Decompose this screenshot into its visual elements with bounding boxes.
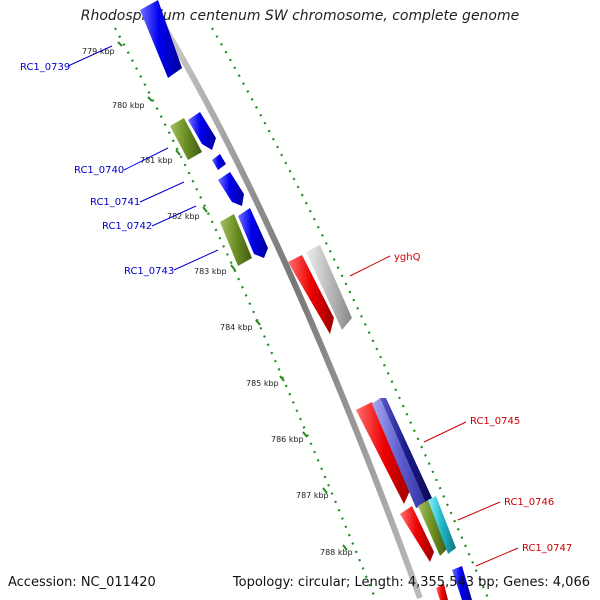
- gene-rc1-0739[interactable]: [140, 0, 182, 78]
- gene-rc1-0746-teal[interactable]: [428, 496, 456, 554]
- chromosome-backbone: [162, 26, 423, 600]
- ruler-label: 785 kbp: [246, 379, 279, 388]
- gene-rc1-0745[interactable]: [356, 402, 412, 504]
- ruler-label: 781 kbp: [140, 156, 173, 165]
- gene-rc1-0741[interactable]: [212, 154, 226, 170]
- ruler-label: 780 kbp: [112, 101, 145, 110]
- gene-rc1-0740[interactable]: [170, 118, 202, 160]
- ruler-label: 786 kbp: [271, 435, 304, 444]
- gene-rc1-0747[interactable]: [436, 584, 448, 600]
- gene-label-yghq[interactable]: yghQ: [394, 252, 421, 263]
- gene-rc1-0743[interactable]: [220, 214, 252, 266]
- gene-features-left: [140, 0, 268, 266]
- gene-labels-left: RC1_0739 RC1_0740 RC1_0741 RC1_0742 RC1_…: [20, 62, 174, 277]
- ruler-label: 782 kbp: [167, 212, 200, 221]
- gene-rc1-0742[interactable]: [218, 172, 244, 206]
- accession-text: Accession: NC_011420: [8, 575, 156, 590]
- genome-summary-text: Topology: circular; Length: 4,355,543 bp…: [232, 575, 590, 590]
- gene-rc1-0745-navy[interactable]: [380, 398, 432, 504]
- ruler-label: 787 kbp: [296, 491, 329, 500]
- ruler-label: 784 kbp: [220, 323, 253, 332]
- gene-rc1-0743-b[interactable]: [238, 208, 268, 258]
- gene-label-rc1-0745[interactable]: RC1_0745: [470, 416, 520, 427]
- map-title: Rhodospirillum centenum SW chromosome, c…: [80, 8, 520, 24]
- ruler-label: 788 kbp: [320, 548, 353, 557]
- gene-label-rc1-0739[interactable]: RC1_0739: [20, 62, 70, 73]
- leader-lines-left: [67, 45, 219, 271]
- ruler-label: 783 kbp: [194, 267, 227, 276]
- gene-rc1-0747-blue[interactable]: [452, 566, 472, 600]
- gene-rc1-0745-purple[interactable]: [372, 398, 426, 508]
- ruler-label: 779 kbp: [82, 47, 115, 56]
- leader-lines-right: [349, 255, 519, 567]
- ruler-labels: 779 kbp 780 kbp 781 kbp 782 kbp 783 kbp …: [82, 47, 353, 557]
- gene-label-rc1-0742[interactable]: RC1_0742: [102, 221, 152, 232]
- gene-label-rc1-0741[interactable]: RC1_0741: [90, 197, 140, 208]
- gene-features-right: [288, 245, 472, 600]
- gene-yghq[interactable]: [288, 255, 334, 334]
- gene-rc1-0746[interactable]: [400, 506, 434, 562]
- gene-label-rc1-0746[interactable]: RC1_0746: [504, 497, 554, 508]
- gene-label-rc1-0747[interactable]: RC1_0747: [522, 543, 572, 554]
- gene-rc1-0746-olive[interactable]: [418, 500, 448, 556]
- gene-label-rc1-0740[interactable]: RC1_0740: [74, 165, 124, 176]
- gene-labels-right: yghQ RC1_0745 RC1_0746 RC1_0747: [394, 252, 572, 554]
- gene-label-rc1-0743[interactable]: RC1_0743: [124, 266, 174, 277]
- ruler-ticks: [117, 41, 348, 551]
- gene-yghq-grey[interactable]: [306, 245, 352, 330]
- gene-rc1-0741-a[interactable]: [188, 112, 216, 150]
